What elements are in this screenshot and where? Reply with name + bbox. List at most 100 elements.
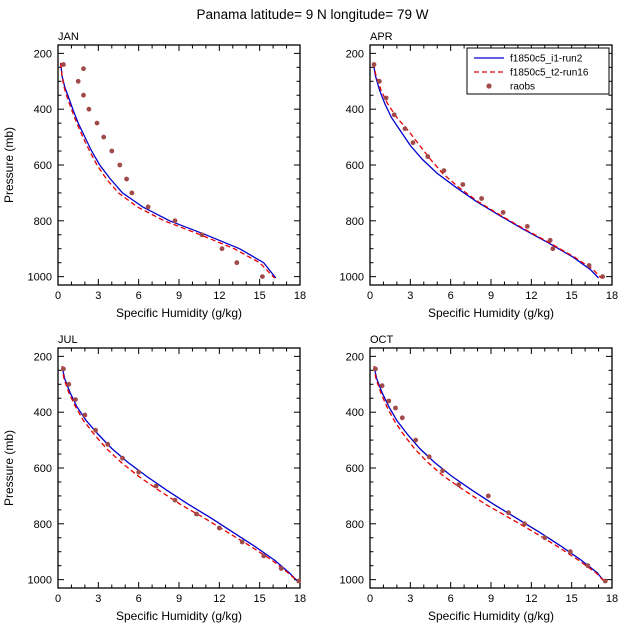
x-tick-label: 9 [176,290,182,302]
x-axis-label: Specific Humidity (g/kg) [428,306,554,320]
raobs-point [124,176,129,182]
raobs-point [75,78,81,84]
raobs-point [600,274,605,279]
raobs-point [379,383,385,389]
y-tick-label: 600 [346,463,364,475]
raobs-point [377,78,382,84]
raobs-point [550,246,556,252]
chart-svg-oct: 0 3 6 9 12 15 18 200 400 600 800 1000 OCT Specific Hu… [340,334,619,623]
chart-svg-apr: 0 3 6 9 12 15 18 200 400 600 800 1000 APR Specific Hu… [340,31,619,320]
x-tick-label: 0 [55,290,61,302]
x-tick-label: 9 [176,593,182,605]
raobs-point [81,92,86,98]
panel-apr: 0 3 6 9 12 15 18 200 400 600 800 1000 APR Specific Hu… [312,28,624,331]
raobs-point [278,566,284,571]
raobs-point [172,497,178,503]
series-line-f1850c5_t2-run16 [61,365,298,582]
raobs-point [371,62,377,67]
y-axis-label: Pressure (mb) [2,127,16,203]
raobs-point [460,182,466,187]
raobs-point [399,415,405,421]
raobs-point [440,468,445,474]
y-tick-label: 800 [346,216,364,228]
raobs-point [506,510,511,516]
x-tick-label: 9 [488,593,494,605]
x-tick-label: 12 [213,290,225,302]
y-tick-label: 200 [34,48,52,60]
raobs-point [93,427,98,433]
raobs-point [524,224,530,229]
raobs-point [239,539,245,545]
y-tick-label: 800 [346,519,364,531]
x-tick-label: 12 [525,290,537,302]
y-tick-label: 200 [34,351,52,363]
series-line-f1850c5_i1-run2 [373,365,605,582]
raobs-point [441,168,447,174]
figure-title: Panama latitude= 9 N longitude= 79 W [196,7,429,22]
panel-jul: 0 3 6 9 12 15 18 200 400 600 800 1000 JUL Specific Hu… [0,331,312,634]
x-tick-label: 18 [294,593,306,605]
raobs-point [425,154,431,159]
legend-sample-dot [486,83,492,89]
chart-svg-jan: 0 3 6 9 12 15 18 200 400 600 800 1000 JAN Specific Hu… [2,31,306,320]
x-tick-label: 3 [407,290,413,302]
panel-title: OCT [370,334,394,346]
y-tick-label: 400 [346,104,364,116]
raobs-point [101,134,107,140]
raobs-point [479,196,484,201]
x-tick-label: 15 [254,593,266,605]
raobs-point [485,493,491,499]
raobs-point [410,140,416,146]
series-line-f1850c5_t2-run16 [372,62,602,279]
panel-title: JAN [58,31,79,43]
raobs-point [602,578,608,584]
x-tick-label: 15 [566,290,578,302]
raobs-point [542,535,548,541]
raobs-point [386,398,392,404]
y-tick-label: 1000 [28,272,52,284]
y-tick-label: 1000 [28,575,52,587]
raobs-point [500,210,506,215]
raobs-point [194,511,199,517]
raobs-point [120,455,125,461]
raobs-point [219,246,225,252]
raobs-point [86,106,92,112]
plot-box [57,44,301,286]
x-tick-label: 18 [606,290,618,302]
raobs-point [172,218,178,224]
x-tick-label: 9 [488,290,494,302]
x-tick-label: 6 [136,593,142,605]
series-line-f1850c5_t2-run16 [60,63,275,279]
series-line-f1850c5_t2-run16 [373,365,605,582]
raobs-point [234,260,240,266]
raobs-point [73,397,78,402]
raobs-point [391,112,397,118]
x-tick-label: 3 [95,290,101,302]
raobs-point [413,437,419,443]
panel-title: APR [370,31,393,43]
x-tick-label: 12 [213,593,225,605]
raobs-point [547,237,553,243]
raobs-point [426,454,432,460]
y-tick-label: 1000 [340,272,364,284]
raobs-point [66,381,72,387]
raobs-point [216,525,222,531]
x-tick-label: 0 [367,290,373,302]
raobs-point [136,469,142,475]
x-tick-label: 15 [566,593,578,605]
raobs-point [260,274,265,279]
y-tick-label: 800 [34,519,52,531]
raobs-point [296,578,302,584]
x-tick-label: 6 [136,290,142,302]
raobs-point [393,405,398,411]
raobs-point [456,482,462,488]
raobs-point [105,441,111,447]
y-tick-label: 600 [346,160,364,172]
legend-label: f1850c5_i1-run2 [510,54,583,65]
raobs-point [61,366,66,372]
y-tick-label: 200 [346,48,364,60]
series-line-f1850c5_i1-run2 [61,365,298,582]
panel-jan: 0 3 6 9 12 15 18 200 400 600 800 1000 JAN Specific Hu… [0,28,312,331]
plot-box [369,347,613,589]
